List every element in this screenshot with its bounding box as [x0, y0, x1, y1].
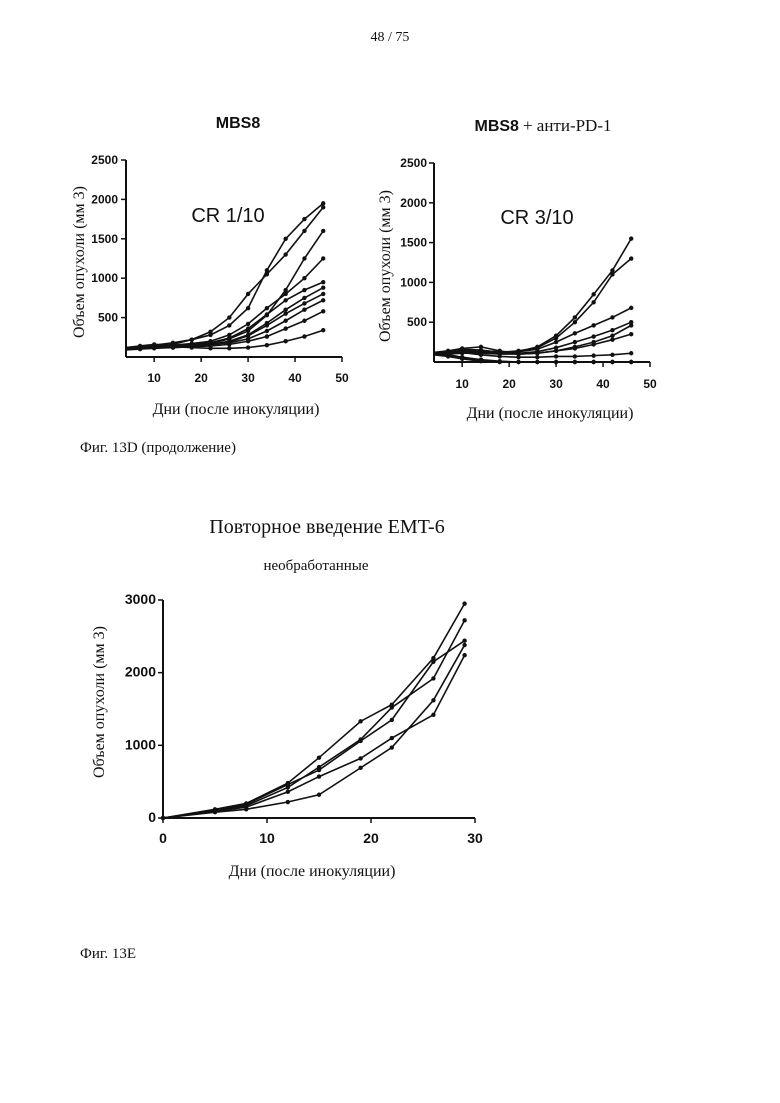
- data-point: [358, 756, 362, 760]
- data-point: [358, 766, 362, 770]
- data-point: [286, 782, 290, 786]
- x-tick-label: 20: [363, 830, 379, 846]
- data-point: [161, 816, 165, 820]
- data-point: [431, 660, 435, 664]
- figure-caption-13d: Фиг. 13D (продолжение): [80, 440, 236, 457]
- data-point: [462, 601, 466, 605]
- y-tick-label: 3000: [125, 591, 156, 607]
- data-point: [462, 618, 466, 622]
- series-line-5: [163, 645, 465, 818]
- data-point: [431, 698, 435, 702]
- data-point: [286, 800, 290, 804]
- y-tick-label: 1000: [125, 736, 156, 752]
- data-point: [213, 810, 217, 814]
- series-line-3: [163, 641, 465, 818]
- data-point: [462, 653, 466, 657]
- data-point: [390, 705, 394, 709]
- data-point: [462, 643, 466, 647]
- chart-subtitle: необработанные: [263, 558, 368, 574]
- data-point: [462, 638, 466, 642]
- data-point: [317, 768, 321, 772]
- y-tick-label: 0: [148, 809, 156, 825]
- x-tick-label: 10: [259, 830, 275, 846]
- x-tick-label: 0: [159, 830, 167, 846]
- figure-caption-13e: Фиг. 13E: [80, 946, 136, 963]
- data-point: [431, 676, 435, 680]
- data-point: [244, 807, 248, 811]
- x-tick-label: 30: [467, 830, 483, 846]
- data-point: [286, 790, 290, 794]
- y-tick-label: 2000: [125, 664, 156, 680]
- x-axis-title: Дни (после инокуляции): [229, 863, 396, 880]
- chart-title: Повторное введение EMT-6: [209, 516, 444, 538]
- data-point: [317, 774, 321, 778]
- y-axis-title: Объем опухоли (мм 3): [91, 626, 108, 778]
- series-line-1: [163, 604, 465, 818]
- data-point: [431, 713, 435, 717]
- data-point: [358, 719, 362, 723]
- data-point: [358, 739, 362, 743]
- data-point: [390, 745, 394, 749]
- series-line-4: [163, 655, 465, 818]
- data-point: [390, 718, 394, 722]
- data-point: [390, 736, 394, 740]
- series-line-2: [163, 620, 465, 818]
- data-point: [317, 793, 321, 797]
- data-point: [317, 755, 321, 759]
